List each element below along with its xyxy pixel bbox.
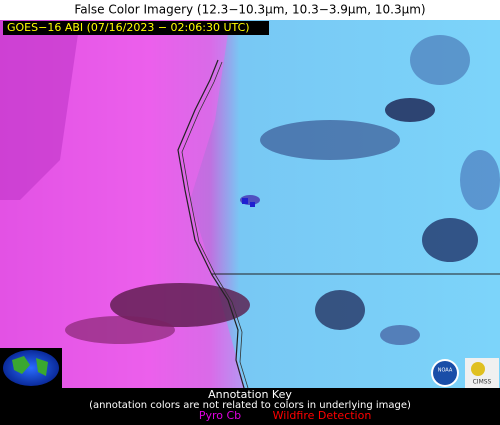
noaa-logo: NOAA <box>431 359 459 387</box>
legend-bar <box>0 388 500 425</box>
cimss-logo: CIMSS <box>465 358 499 388</box>
globe-icon <box>0 348 62 388</box>
title-bar <box>0 0 500 20</box>
title: False Color Imagery (12.3−10.3µm, 10.3−3… <box>74 3 425 17</box>
image-label: GOES−16 ABI (07/16/2023 − 02:06:30 UTC) <box>7 21 250 34</box>
logo-text: CIMSS <box>473 379 492 386</box>
legend-title: Annotation Key <box>208 388 292 401</box>
image-label-box <box>3 21 269 35</box>
legend-note: (annotation colors are not related to co… <box>89 400 411 411</box>
satellite-image <box>0 20 500 389</box>
logo-text: NOAA <box>438 368 453 374</box>
legend-item: Pyro Cb <box>199 409 241 422</box>
legend-item: Wildfire Detection <box>273 409 372 422</box>
